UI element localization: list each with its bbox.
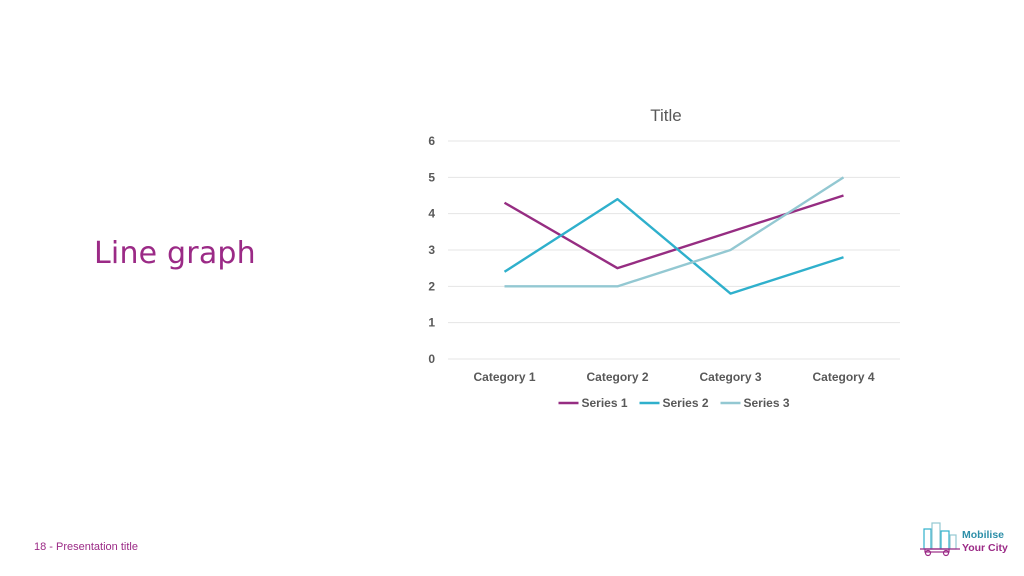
chart-series-lines — [503, 176, 845, 295]
footer-page-label: 18 - Presentation title — [34, 541, 138, 553]
x-tick-label: Category 2 — [586, 370, 648, 384]
logo-text-line1: Mobilise — [962, 529, 1004, 541]
y-tick-label: 1 — [428, 316, 435, 330]
series-line-3 — [504, 176, 845, 288]
y-tick-label: 3 — [428, 243, 435, 257]
legend-item-series-1[interactable]: Series 1 — [558, 396, 628, 410]
logo-text-line2: Your City — [962, 542, 1008, 554]
x-tick-label: Category 1 — [473, 370, 535, 384]
legend-label: Series 3 — [744, 396, 790, 410]
y-tick-label: 6 — [428, 134, 435, 148]
legend-label: Series 1 — [582, 396, 628, 410]
slide-heading: Line graph — [94, 236, 256, 271]
legend-item-series-2[interactable]: Series 2 — [639, 396, 709, 410]
series-line-2 — [503, 197, 844, 295]
series-line-1 — [503, 194, 844, 270]
y-tick-label: 2 — [428, 279, 435, 293]
x-tick-label: Category 3 — [699, 370, 761, 384]
y-axis-ticks: 0 1 2 3 4 5 6 — [428, 134, 435, 366]
mobilise-your-city-logo: Mobilise Your City — [918, 519, 1008, 559]
city-skyline-icon — [920, 522, 960, 557]
y-tick-label: 5 — [428, 170, 435, 184]
y-tick-label: 0 — [428, 352, 435, 366]
legend-label: Series 2 — [663, 396, 709, 410]
chart-legend[interactable]: Series 1 Series 2 Series 3 — [558, 396, 790, 410]
y-tick-label: 4 — [428, 207, 435, 221]
chart-title: Title — [650, 106, 682, 125]
x-tick-label: Category 4 — [812, 370, 874, 384]
x-axis-ticks: Category 1 Category 2 Category 3 Category 4 — [473, 370, 874, 384]
legend-item-series-3[interactable]: Series 3 — [720, 396, 790, 410]
